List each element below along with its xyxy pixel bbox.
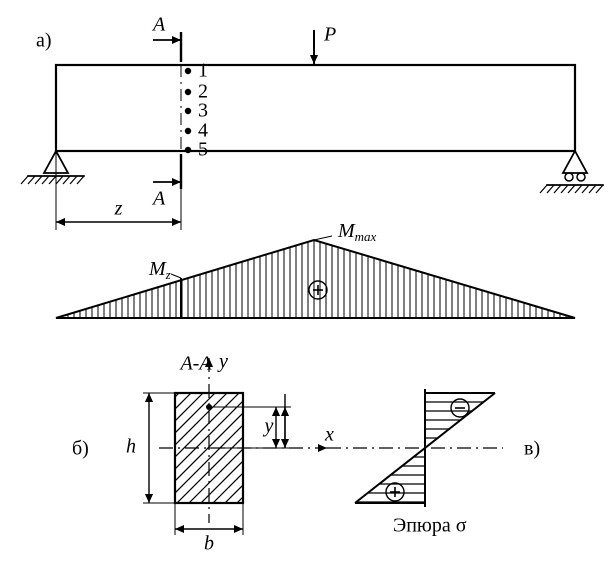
svg-text:3: 3 [198, 100, 208, 122]
svg-text:h: h [126, 436, 136, 458]
svg-text:y: y [217, 351, 228, 373]
section-point [185, 89, 191, 95]
svg-text:y: y [263, 415, 274, 437]
svg-text:z: z [114, 198, 123, 220]
svg-text:x: x [324, 424, 334, 446]
svg-text:А: А [151, 188, 166, 210]
section-point [185, 128, 191, 134]
section-point [185, 108, 191, 114]
svg-text:в): в) [524, 438, 540, 460]
svg-text:5: 5 [198, 139, 208, 161]
svg-text:Mz: Mz [148, 258, 171, 282]
svg-text:А: А [151, 14, 166, 36]
section-point [185, 68, 191, 74]
svg-text:b: b [204, 533, 214, 555]
svg-text:а): а) [36, 30, 52, 52]
beam-outline [56, 65, 575, 151]
section-point [185, 147, 191, 153]
svg-text:б): б) [72, 438, 89, 460]
svg-text:Р: Р [323, 24, 336, 46]
sigma-caption: Эпюра σ [393, 515, 467, 537]
svg-text:Mmax: Mmax [337, 220, 377, 244]
svg-text:1: 1 [198, 60, 208, 82]
